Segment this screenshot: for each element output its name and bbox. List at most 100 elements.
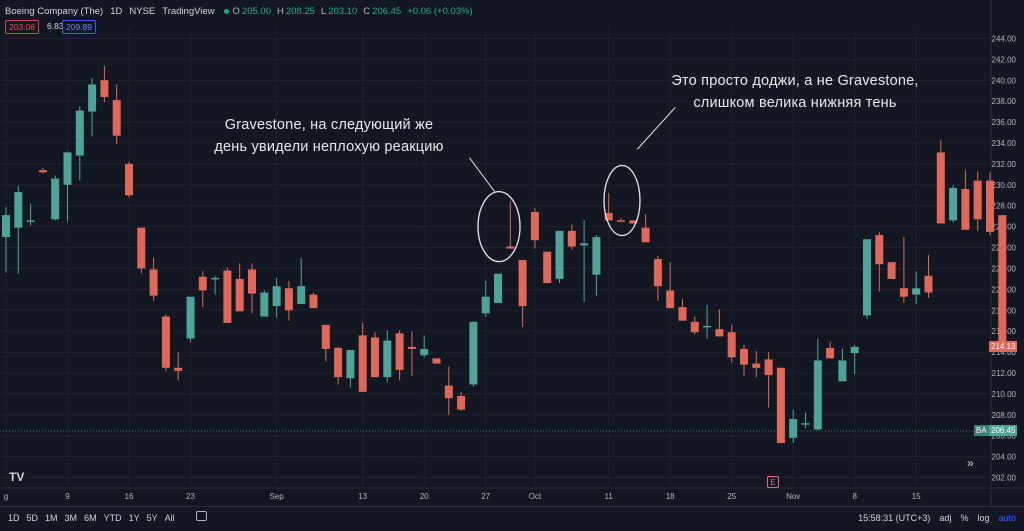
candle-body: [395, 333, 404, 370]
y-tick-label: 210.00: [992, 390, 1017, 399]
y-tick-label: 244.00: [992, 34, 1017, 43]
candle-body: [530, 212, 539, 241]
y-tick-label: 232.00: [992, 160, 1017, 169]
candle-body: [629, 220, 638, 224]
candle-body: [161, 316, 170, 368]
annotation-gravestone: Gravestone, на следующий же день увидели…: [214, 117, 444, 155]
adj-toggle[interactable]: adj: [939, 513, 952, 523]
earnings-marker-icon[interactable]: E: [767, 476, 779, 488]
candle-body: [63, 152, 72, 185]
period-3m[interactable]: 3M: [64, 513, 78, 523]
candle-body: [112, 100, 121, 136]
period-5y[interactable]: 5Y: [146, 513, 158, 523]
candle-body: [826, 347, 835, 359]
close-value: 206.45: [372, 5, 402, 17]
candle-body: [26, 220, 35, 222]
candle-body: [469, 321, 478, 385]
candle-body: [432, 358, 441, 364]
candle-body: [260, 292, 269, 317]
candle-body: [334, 347, 343, 378]
candle-body: [998, 215, 1007, 352]
buy-price-button[interactable]: 209.89: [62, 20, 96, 34]
period-5d[interactable]: 5D: [26, 513, 39, 523]
candle-body: [358, 335, 367, 392]
close-price-tag: 206.45: [989, 425, 1018, 436]
y-tick-label: 206.00: [992, 432, 1017, 441]
x-tick-label: g: [4, 492, 8, 501]
candle-body: [813, 360, 822, 430]
period-all[interactable]: All: [164, 513, 175, 523]
log-toggle[interactable]: log: [977, 513, 990, 523]
x-tick-label: Nov: [786, 492, 800, 501]
market-status-icon: [223, 8, 229, 14]
candle-body: [604, 213, 613, 221]
candle-body: [764, 359, 773, 376]
x-tick-label: Sep: [269, 492, 284, 501]
candle-body: [2, 215, 10, 238]
candle-body: [899, 288, 908, 297]
change-value: +0.06 (+0.03%): [407, 5, 473, 17]
candle-body: [198, 276, 207, 291]
candle-body: [235, 278, 244, 312]
symbol-name[interactable]: Boeing Company (The): [5, 5, 104, 17]
candle-body: [641, 227, 650, 243]
candle-body: [887, 262, 896, 279]
candle-body: [125, 163, 133, 196]
candle-body: [690, 321, 699, 333]
exchange-label: NYSE: [129, 5, 156, 17]
candle-body: [444, 385, 453, 399]
candle-body: [727, 332, 736, 358]
y-tick-label: 234.00: [992, 139, 1017, 148]
candle-body: [518, 260, 527, 307]
candle-body: [174, 367, 183, 371]
period-1d[interactable]: 1D: [8, 513, 20, 523]
percent-toggle[interactable]: %: [960, 513, 969, 523]
auto-toggle[interactable]: auto: [998, 513, 1016, 523]
period-1y[interactable]: 1Y: [128, 513, 140, 523]
candle-body: [653, 259, 662, 287]
candle-body: [100, 80, 109, 97]
calendar-icon[interactable]: [196, 511, 207, 521]
candle-body: [407, 346, 416, 349]
x-tick-label: 11: [605, 492, 614, 501]
period-selector: 1D 5D 1M 3M 6M YTD 1Y 5Y All: [8, 513, 182, 523]
open-label: O: [232, 5, 240, 17]
sell-price-button[interactable]: 203.06: [5, 20, 39, 34]
x-tick-label: 27: [481, 492, 490, 501]
annotation-doji: Это просто доджи, а не Gravestone, слишк…: [671, 73, 919, 111]
candle-body: [223, 270, 232, 323]
candle-body: [875, 235, 884, 265]
spread-value: 6.83: [47, 21, 64, 31]
period-ytd[interactable]: YTD: [103, 513, 122, 523]
y-tick-label: 242.00: [992, 55, 1017, 64]
interval-label[interactable]: 1D: [110, 5, 123, 17]
period-1m[interactable]: 1M: [45, 513, 58, 523]
candle-body: [149, 269, 158, 296]
candle-body: [137, 227, 146, 269]
high-value: 208.25: [285, 5, 315, 17]
candle-body: [248, 269, 256, 294]
y-tick-label: 240.00: [992, 76, 1017, 85]
candle-body: [617, 220, 625, 222]
scroll-to-realtime-icon[interactable]: »: [967, 456, 974, 470]
candle-body: [592, 237, 601, 275]
candle-body: [457, 396, 466, 410]
candle-body: [580, 243, 589, 246]
candle-body: [678, 307, 687, 321]
candle-body: [776, 367, 785, 444]
symbol-header: Boeing Company (The) 1D NYSE TradingView…: [5, 4, 479, 18]
x-tick-label: 13: [358, 492, 367, 501]
candle-body: [912, 288, 921, 295]
candle-body: [297, 286, 306, 304]
x-tick-label: 20: [420, 492, 429, 501]
candle-body: [75, 110, 84, 156]
x-tick-label: 8: [852, 492, 857, 501]
gravestone-leader-line: [468, 157, 496, 193]
doji-highlight-ellipse: [603, 164, 641, 237]
period-6m[interactable]: 6M: [84, 513, 97, 523]
candle-body: [506, 246, 515, 249]
y-tick-label: 204.00: [992, 453, 1017, 462]
candle-body: [555, 230, 564, 279]
